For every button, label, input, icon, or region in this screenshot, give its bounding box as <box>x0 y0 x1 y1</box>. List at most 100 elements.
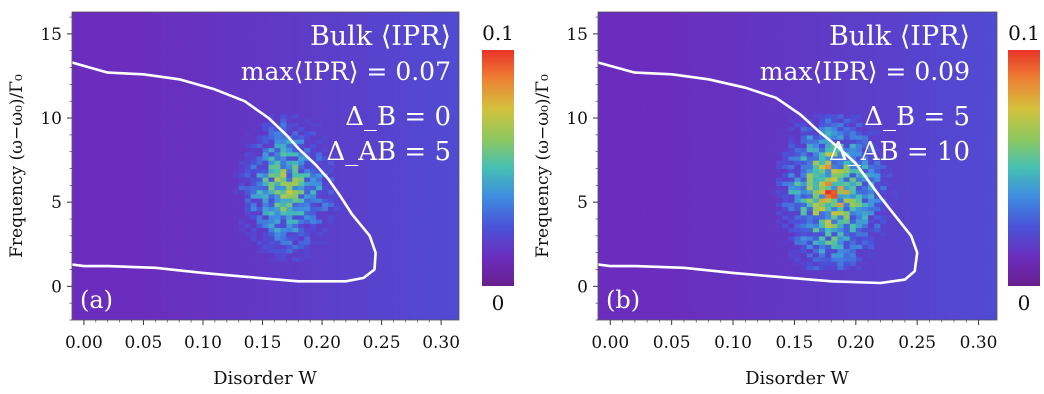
heatmap-cell <box>72 96 79 102</box>
heatmap-cell <box>598 12 605 14</box>
heatmap-cell <box>191 231 198 237</box>
heatmap-cell <box>167 143 174 149</box>
heatmap-cell <box>143 282 150 287</box>
heatmap-cell <box>125 17 133 22</box>
heatmap-cell <box>411 286 418 292</box>
heatmap-cell <box>208 88 216 94</box>
heatmap-cell <box>399 126 407 132</box>
heatmap-cell <box>411 118 418 123</box>
heatmap-cell <box>399 197 407 203</box>
heatmap-cell <box>333 33 341 39</box>
heatmap-cell <box>83 155 91 161</box>
heatmap-cell <box>405 214 412 220</box>
heatmap-cell <box>339 252 347 258</box>
heatmap-cell <box>598 303 605 308</box>
heatmap-cell <box>161 189 168 195</box>
heatmap-cell <box>244 231 252 237</box>
heatmap-cell <box>155 38 162 43</box>
heatmap-cell <box>197 240 204 245</box>
heatmap-cell <box>167 96 174 102</box>
heatmap-cell <box>191 290 198 296</box>
heatmap-cell <box>238 88 246 94</box>
heatmap-cell <box>72 189 79 195</box>
heatmap-cell <box>149 101 156 107</box>
heatmap-cell <box>399 139 407 144</box>
heatmap-cell <box>226 160 234 165</box>
heatmap-cell <box>429 315 436 320</box>
heatmap-cell <box>274 71 281 77</box>
heatmap-cell <box>310 298 317 304</box>
heatmap-cell <box>155 12 162 18</box>
heatmap-cell <box>256 50 264 56</box>
heatmap-cell <box>119 42 127 48</box>
heatmap-cell <box>89 315 97 320</box>
heatmap-cell <box>453 88 459 94</box>
heatmap-cell <box>298 63 305 69</box>
heatmap-cell <box>250 303 258 308</box>
heatmap-cell <box>375 33 383 39</box>
heatmap-cell <box>363 261 371 266</box>
heatmap-cell <box>298 33 305 39</box>
heatmap-cell <box>399 96 407 102</box>
heatmap-cell <box>447 139 454 144</box>
heatmap-cell <box>304 134 311 140</box>
heatmap-cell <box>286 227 293 233</box>
heatmap-cell <box>191 282 198 287</box>
heatmap-cell <box>423 33 430 39</box>
heatmap-cell <box>131 286 139 292</box>
heatmap-cell <box>208 311 216 317</box>
heatmap-cell <box>429 71 436 77</box>
heatmap-cell <box>155 109 162 115</box>
heatmap-cell <box>143 252 150 258</box>
heatmap-cell <box>298 113 305 119</box>
heatmap-cell <box>447 71 454 77</box>
heatmap-cell <box>441 261 448 266</box>
heatmap-cell <box>411 261 418 266</box>
heatmap-cell <box>143 185 150 191</box>
heatmap-cell <box>304 130 311 136</box>
heatmap-cell <box>447 50 454 56</box>
heatmap-cell <box>447 265 454 271</box>
heatmap-cell <box>304 118 311 123</box>
heatmap-cell <box>381 25 389 31</box>
heatmap-cell <box>131 118 139 123</box>
heatmap-cell <box>268 168 276 174</box>
heatmap-cell <box>447 303 454 308</box>
heatmap-cell <box>357 130 365 136</box>
heatmap-cell <box>113 33 121 39</box>
heatmap-cell <box>357 240 365 245</box>
heatmap-cell <box>339 168 347 174</box>
heatmap-cell <box>598 282 605 287</box>
heatmap-cell <box>417 25 424 31</box>
heatmap-cell <box>214 80 222 85</box>
heatmap-cell <box>238 71 246 77</box>
heatmap-cell <box>77 88 85 94</box>
heatmap-cell <box>393 92 401 98</box>
heatmap-cell <box>101 46 109 52</box>
heatmap-cell <box>113 105 121 111</box>
heatmap-cell <box>598 122 605 128</box>
heatmap-cell <box>185 67 192 73</box>
heatmap-cell <box>173 231 180 237</box>
heatmap-cell <box>202 298 210 304</box>
heatmap-cell <box>441 151 448 157</box>
heatmap-cell <box>125 118 133 123</box>
heatmap-cell <box>598 244 605 250</box>
heatmap-cell <box>179 235 186 241</box>
heatmap-cell <box>333 210 341 216</box>
heatmap-cell <box>268 240 276 245</box>
heatmap-cell <box>322 25 329 31</box>
heatmap-cell <box>185 214 192 220</box>
heatmap-cell <box>435 126 442 132</box>
heatmap-cell <box>262 75 270 81</box>
heatmap-cell <box>131 227 139 233</box>
heatmap-cell <box>83 185 91 191</box>
heatmap-cell <box>339 311 347 317</box>
heatmap-cell <box>417 176 424 182</box>
heatmap-cell <box>399 134 407 140</box>
heatmap-cell <box>453 185 459 191</box>
heatmap-cell <box>143 303 150 308</box>
heatmap-cell <box>250 294 258 300</box>
heatmap-cell <box>250 273 258 279</box>
heatmap-cell <box>244 38 252 43</box>
